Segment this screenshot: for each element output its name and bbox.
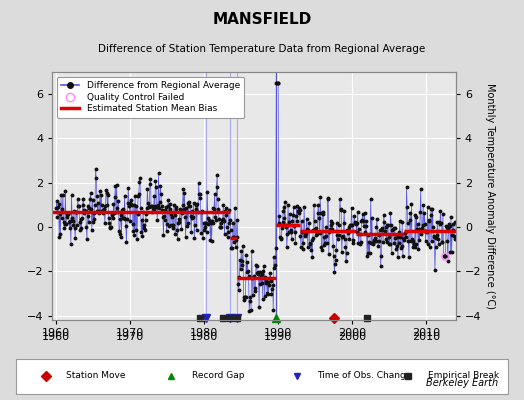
- Text: 1980: 1980: [190, 332, 219, 342]
- Text: Record Gap: Record Gap: [192, 372, 244, 380]
- Text: 1970: 1970: [116, 332, 144, 342]
- Text: 1970: 1970: [116, 328, 144, 338]
- Text: 1960: 1960: [42, 328, 70, 338]
- Text: 1980: 1980: [190, 328, 219, 338]
- Text: 2000: 2000: [338, 332, 366, 342]
- Text: 2010: 2010: [412, 328, 440, 338]
- Y-axis label: Monthly Temperature Anomaly Difference (°C): Monthly Temperature Anomaly Difference (…: [485, 83, 495, 309]
- Text: Difference of Station Temperature Data from Regional Average: Difference of Station Temperature Data f…: [99, 44, 425, 54]
- Text: 1990: 1990: [264, 328, 292, 338]
- Text: Time of Obs. Change: Time of Obs. Change: [318, 372, 412, 380]
- Legend: Difference from Regional Average, Quality Control Failed, Estimated Station Mean: Difference from Regional Average, Qualit…: [57, 76, 245, 118]
- FancyBboxPatch shape: [16, 359, 508, 394]
- Text: 2000: 2000: [338, 328, 366, 338]
- Text: 1960: 1960: [42, 332, 70, 342]
- Text: MANSFIELD: MANSFIELD: [212, 12, 312, 27]
- Text: Empirical Break: Empirical Break: [428, 372, 499, 380]
- Text: Station Move: Station Move: [66, 372, 125, 380]
- Text: 1990: 1990: [264, 332, 292, 342]
- Text: Berkeley Earth: Berkeley Earth: [425, 378, 498, 388]
- Text: 2010: 2010: [412, 332, 440, 342]
